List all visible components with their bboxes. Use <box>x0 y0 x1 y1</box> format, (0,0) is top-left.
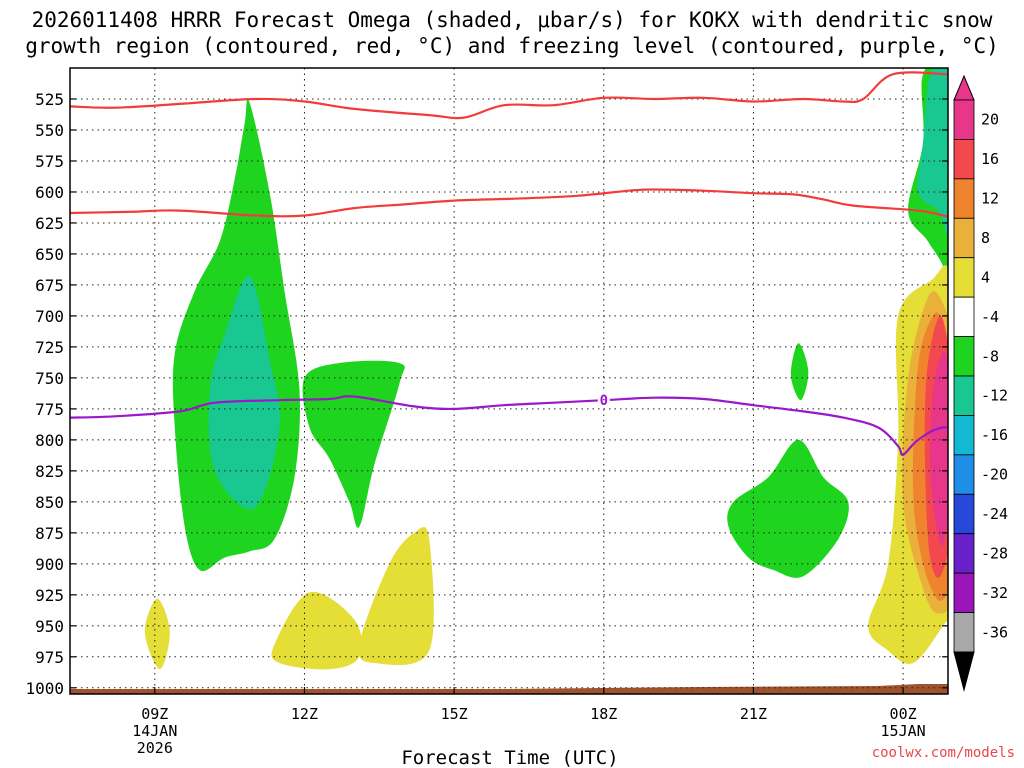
freezing-level-line <box>70 395 948 456</box>
y-tick-label-725: 725 <box>35 338 64 357</box>
x-tick-label-21-0: 21Z <box>740 705 767 723</box>
colorbar-bin-4 <box>953 257 975 298</box>
colorbar-label-8: -16 <box>981 426 1008 444</box>
chart-title-line-1: 2026011408 HRRR Forecast Omega (shaded, … <box>32 8 993 32</box>
y-tick-label-775: 775 <box>35 400 64 419</box>
colorbar: 20 16 12 8 4 -4 -8 -12 -16 -20 -24 -28 -32 -36 <box>953 74 1008 692</box>
colorbar-label-1: 16 <box>981 150 999 168</box>
y-tick-label-950: 950 <box>35 617 64 636</box>
colorbar-label-12: -32 <box>981 584 1008 602</box>
colorbar-bin-7 <box>953 375 975 416</box>
dgz-top-line <box>70 71 948 120</box>
colorbar-label-5: -4 <box>981 308 999 326</box>
plot-frame <box>69 67 949 695</box>
colorbar-bin-13 <box>953 612 975 653</box>
colorbar-bin-11 <box>953 533 975 574</box>
colorbar-bin-5 <box>953 296 975 337</box>
y-tick-label-625: 625 <box>35 214 64 233</box>
y-tick-label-825: 825 <box>35 462 64 481</box>
y-tick-label-525: 525 <box>35 90 64 109</box>
plot-area: 0 <box>69 67 949 695</box>
colorbar-bin-9 <box>953 454 975 495</box>
x-tick-label-24-0: 00Z <box>890 705 917 723</box>
colorbar-label-6: -8 <box>981 347 999 365</box>
omega-region-yellow-left <box>144 598 170 670</box>
credit-text: coolwx.com/models <box>872 745 1015 761</box>
omega-region-early-inner <box>208 276 280 510</box>
omega-region-late-teal <box>917 68 948 237</box>
freezing-level-label-bg <box>597 392 610 408</box>
omega-region-yellow-mid <box>271 591 362 670</box>
x-tick-label-9-2: 2026 <box>137 739 173 757</box>
freezing-level-label: 0 <box>600 393 608 409</box>
colorbar-bin-2 <box>953 178 975 219</box>
colorbar-bin-6 <box>953 336 975 377</box>
x-tick-label-24-1: 15JAN <box>881 722 926 740</box>
y-tick-label-650: 650 <box>35 245 64 264</box>
terrain-strip <box>70 684 948 694</box>
colorbar-label-3: 8 <box>981 229 990 247</box>
y-axis: 525 550 575 600 625 650 675 700 725 750 775 800 825 8… <box>25 90 948 698</box>
y-tick-label-900: 900 <box>35 555 64 574</box>
y-tick-label-1000: 1000 <box>25 679 64 698</box>
colorbar-label-10: -24 <box>981 505 1008 523</box>
colorbar-bottom-arrow <box>953 651 975 692</box>
colorbar-label-2: 12 <box>981 190 999 208</box>
y-tick-label-925: 925 <box>35 586 64 605</box>
colorbar-label-9: -20 <box>981 466 1008 484</box>
x-tick-label-9-0: 09Z <box>141 705 168 723</box>
omega-region-21z-upper <box>790 343 809 401</box>
y-tick-label-550: 550 <box>35 121 64 140</box>
colorbar-bin-0 <box>953 99 975 140</box>
y-tick-label-800: 800 <box>35 431 64 450</box>
colorbar-label-11: -28 <box>981 544 1008 562</box>
colorbar-bin-10 <box>953 493 975 535</box>
x-tick-label-12-0: 12Z <box>291 705 318 723</box>
y-tick-label-975: 975 <box>35 648 64 667</box>
y-tick-label-700: 700 <box>35 307 64 326</box>
y-tick-label-675: 675 <box>35 276 64 295</box>
omega-region-12z-lobe <box>302 360 405 528</box>
colorbar-bin-8 <box>953 415 975 456</box>
plot-content: 0 <box>70 68 948 694</box>
y-tick-label-850: 850 <box>35 493 64 512</box>
omega-region-late-magenta <box>929 352 948 547</box>
colorbar-label-13: -36 <box>981 623 1008 641</box>
colorbar-label-4: 4 <box>981 268 990 286</box>
x-tick-label-15-0: 15Z <box>441 705 468 723</box>
colorbar-bin-3 <box>953 217 975 259</box>
omega-region-yellow-right <box>358 526 434 666</box>
colorbar-top-arrow <box>953 74 975 101</box>
colorbar-bin-12 <box>953 572 975 613</box>
dgz-bottom-line <box>70 188 948 218</box>
y-tick-label-875: 875 <box>35 524 64 543</box>
omega-region-21z-lower <box>727 439 849 578</box>
colorbar-bin-1 <box>953 139 975 180</box>
y-tick-label-575: 575 <box>35 152 64 171</box>
x-tick-label-9-1: 14JAN <box>132 722 177 740</box>
colorbar-label-0: 20 <box>981 111 999 129</box>
x-tick-label-18-0: 18Z <box>590 705 617 723</box>
y-tick-label-600: 600 <box>35 183 64 202</box>
chart-title-line-2: growth region (contoured, red, °C) and f… <box>25 34 999 58</box>
x-axis-label: Forecast Time (UTC) <box>401 747 618 768</box>
colorbar-label-7: -12 <box>981 387 1008 405</box>
y-tick-label-750: 750 <box>35 369 64 388</box>
